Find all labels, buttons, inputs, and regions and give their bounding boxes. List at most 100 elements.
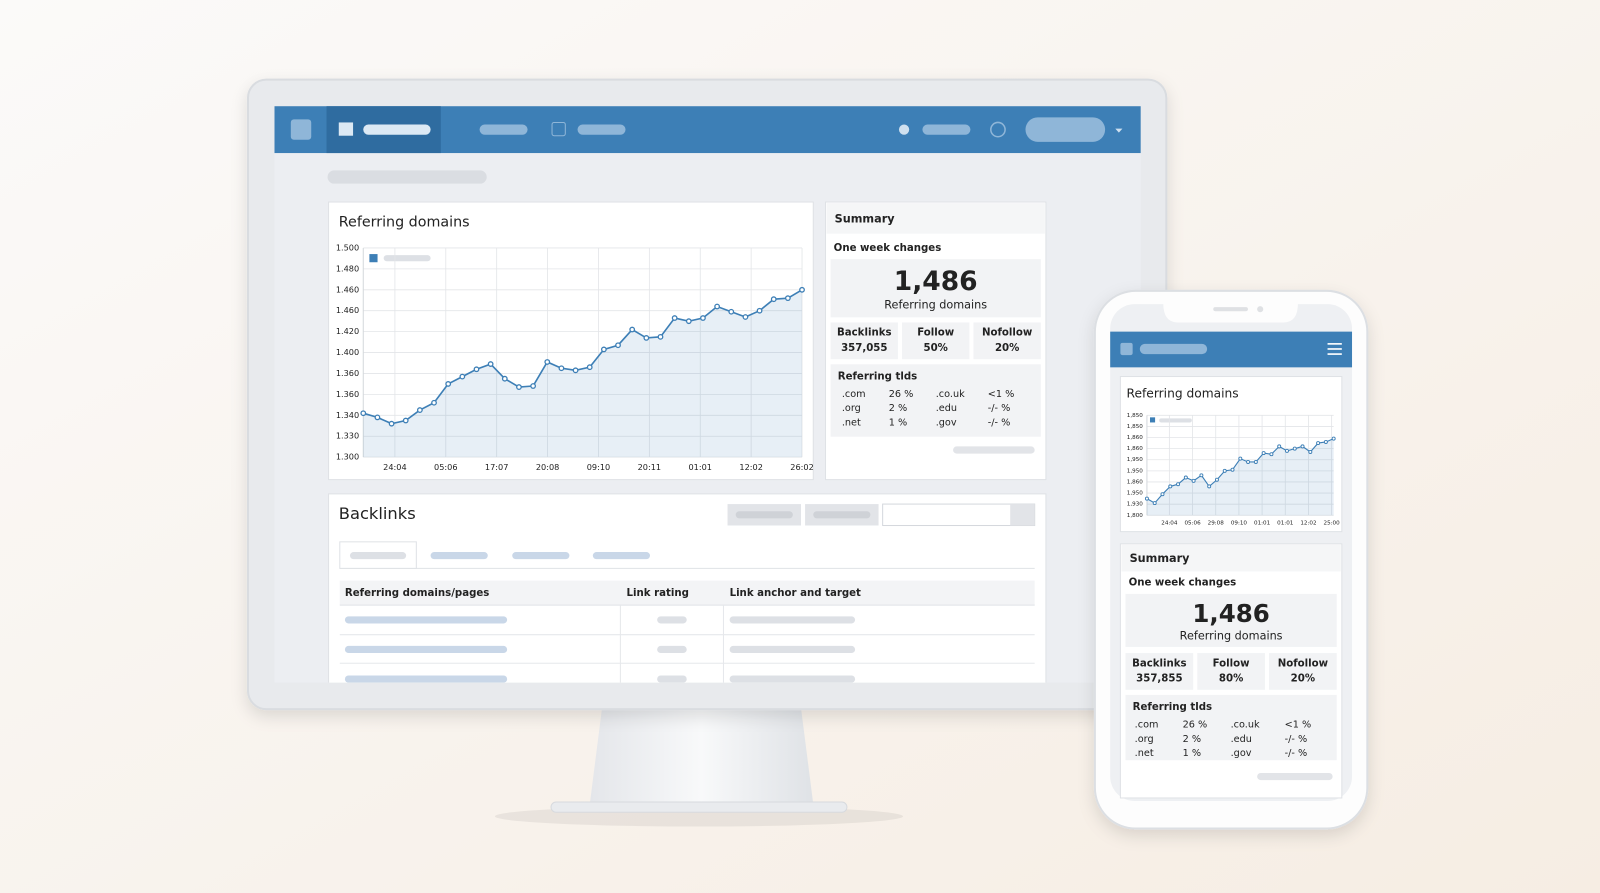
summary: Summary One week changes 1,486 Referring do… (826, 203, 1045, 454)
button-placeholder (735, 511, 793, 519)
x-tick-label: 20:08 (536, 462, 560, 472)
stat-value: 357,855 (1136, 674, 1182, 685)
chart: 1.500 1.480 1.460 1.460 1.420 1.400 1.360 1.360… (336, 242, 814, 471)
chart: 1,850 1,850 1,860 1,860 1,950 1,950 1,860 1,950… (1127, 413, 1340, 527)
big-label: Referring domains (1180, 629, 1283, 642)
card-title: Referring domains (1127, 386, 1239, 400)
y-tick-label: 1.460 (336, 284, 359, 294)
x-tick-label: 09:10 (1231, 520, 1248, 526)
tld-cell: 26 % (1183, 719, 1208, 730)
x-tick-label: 12:02 (1300, 520, 1316, 526)
point (431, 399, 437, 406)
y-tick-label: 1,860 (1127, 479, 1143, 485)
point (572, 367, 579, 374)
user-menu[interactable] (1025, 117, 1106, 142)
tab[interactable] (512, 552, 570, 560)
x-tick-label: 25:00 (1324, 520, 1341, 526)
tab-placeholder (349, 552, 407, 560)
y-tick-label: 1,850 (1127, 413, 1143, 419)
tlds-title: Referring tlds (1133, 702, 1212, 713)
row-placeholder (657, 645, 687, 654)
tld-cell: <1 % (1285, 719, 1312, 730)
point (657, 333, 664, 340)
search-button[interactable] (1010, 504, 1035, 526)
tld-cell: .com (842, 389, 866, 400)
point (1246, 459, 1251, 464)
point (1199, 473, 1204, 478)
help-icon (990, 121, 1006, 138)
point (1308, 449, 1313, 454)
tld-cell: .org (842, 403, 861, 414)
point (714, 303, 721, 310)
speaker (1213, 307, 1248, 312)
summary-title: Summary (835, 212, 896, 225)
area (1146, 438, 1334, 516)
legend-placeholder (1159, 418, 1192, 423)
point (784, 295, 791, 302)
y-tick-label: 1,950 (1127, 468, 1143, 474)
point (516, 384, 522, 390)
point (360, 410, 367, 417)
y-tick-label: 1.330 (336, 431, 359, 441)
summary-title: Summary (1130, 552, 1191, 565)
phone-notch (1163, 303, 1298, 323)
legend-swatch (369, 254, 378, 263)
point (1191, 478, 1196, 483)
x-tick-label: 01:01 (1254, 520, 1271, 526)
x-tick-label: 05:06 (434, 462, 458, 472)
menu-icon[interactable] (1327, 343, 1342, 355)
tld-cell: <1 % (988, 389, 1015, 400)
tlds-box (830, 364, 1041, 437)
point (1176, 482, 1181, 487)
point (1269, 452, 1274, 457)
x-tick-label: 24:04 (1161, 520, 1178, 526)
footer-placeholder (1257, 772, 1333, 781)
point (558, 365, 565, 372)
point (473, 366, 480, 373)
nav-pill (922, 124, 971, 135)
stat-value: 357,055 (841, 343, 887, 354)
tlds-title: Referring tlds (838, 372, 917, 383)
card-title: Referring domains (339, 214, 470, 230)
point (1323, 439, 1328, 444)
monitor-neck (589, 708, 814, 805)
tld-cell: .co.uk (936, 389, 965, 400)
point (799, 286, 805, 293)
y-tick-label: 1,950 (1127, 457, 1143, 463)
tab[interactable] (592, 552, 650, 560)
monitor-base (550, 801, 848, 813)
point (374, 414, 381, 421)
point (770, 296, 777, 303)
stat-value: 20% (1291, 674, 1315, 685)
big-number: 1,486 (1192, 599, 1269, 628)
point (643, 335, 650, 341)
stat-box (1197, 653, 1265, 690)
nav-pill (363, 124, 431, 135)
y-tick-label: 1,950 (1127, 491, 1143, 497)
point (586, 364, 593, 371)
point (1284, 448, 1289, 453)
y-tick-label: 1.460 (336, 305, 359, 315)
y-tick-label: 1.420 (336, 326, 359, 336)
stat-box (1125, 653, 1194, 690)
point (1152, 501, 1157, 506)
tld-cell: .com (1135, 719, 1159, 730)
row-placeholder (657, 616, 687, 624)
stat-value: 50% (924, 343, 948, 354)
tld-cell: .co.uk (1231, 719, 1260, 730)
point (1214, 477, 1219, 482)
y-tick-label: 1.400 (336, 347, 359, 357)
point (1144, 496, 1149, 501)
row-placeholder (729, 645, 856, 654)
tab[interactable] (430, 552, 488, 560)
tld-cell: .gov (936, 417, 957, 428)
tld-cell: 26 % (889, 389, 914, 400)
y-tick-label: 1,860 (1127, 446, 1143, 452)
tld-cell: -/- % (988, 403, 1011, 414)
point (402, 417, 409, 424)
tld-cell: .net (1135, 748, 1154, 759)
point (1292, 446, 1297, 451)
y-tick-label: 1,800 (1127, 513, 1143, 519)
point (756, 307, 763, 314)
